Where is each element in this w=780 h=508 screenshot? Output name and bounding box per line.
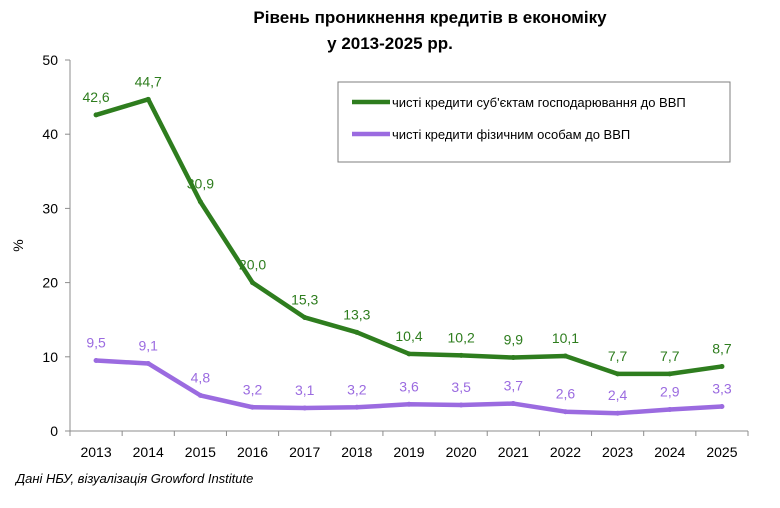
- data-point: [615, 371, 621, 377]
- legend-label: чисті кредити фізичним особам до ВВП: [392, 127, 630, 142]
- data-point: [562, 353, 568, 359]
- data-label: 3,2: [347, 381, 367, 397]
- data-point: [302, 405, 308, 411]
- data-label: 8,7: [712, 340, 732, 356]
- legend-box: [337, 81, 731, 163]
- x-tick-label: 2019: [393, 444, 424, 460]
- data-label: 3,1: [295, 382, 315, 398]
- y-tick-label: 0: [50, 423, 58, 439]
- data-label: 15,3: [291, 291, 318, 307]
- x-tick-label: 2025: [706, 444, 737, 460]
- data-label: 2,6: [556, 386, 576, 402]
- data-label: 9,5: [86, 335, 106, 351]
- data-point: [197, 392, 203, 398]
- data-point: [719, 363, 725, 369]
- data-point: [667, 371, 673, 377]
- data-point: [250, 280, 256, 286]
- data-point: [354, 329, 360, 335]
- data-point: [510, 355, 516, 361]
- x-tick-label: 2014: [133, 444, 164, 460]
- data-point: [145, 96, 151, 102]
- y-tick-label: 30: [42, 200, 58, 216]
- data-label: 10,2: [448, 329, 475, 345]
- data-label: 10,4: [395, 328, 422, 344]
- x-tick-label: 2021: [498, 444, 529, 460]
- data-label: 13,3: [343, 306, 370, 322]
- data-label: 3,5: [451, 379, 471, 395]
- data-point: [93, 358, 99, 364]
- x-tick-label: 2017: [289, 444, 320, 460]
- data-label: 10,1: [552, 330, 579, 346]
- y-axis-label: %: [10, 239, 26, 251]
- y-tick-label: 10: [42, 349, 58, 365]
- x-tick-label: 2013: [80, 444, 111, 460]
- data-point: [302, 314, 308, 320]
- x-tick-label: 2022: [550, 444, 581, 460]
- data-label: 42,6: [82, 89, 109, 105]
- x-tick-label: 2015: [185, 444, 216, 460]
- data-label: 44,7: [135, 73, 162, 89]
- data-label: 3,3: [712, 381, 732, 397]
- data-label: 3,6: [399, 378, 419, 394]
- data-label: 9,9: [504, 332, 524, 348]
- x-tick-label: 2024: [654, 444, 685, 460]
- x-tick-label: 2023: [602, 444, 633, 460]
- data-point: [93, 112, 99, 118]
- data-point: [510, 401, 516, 407]
- data-point: [667, 406, 673, 412]
- data-label: 7,7: [660, 348, 680, 364]
- data-label: 4,8: [191, 369, 211, 385]
- data-label: 3,7: [504, 378, 524, 394]
- data-label: 2,9: [660, 383, 680, 399]
- x-tick-label: 2020: [446, 444, 477, 460]
- data-point: [458, 402, 464, 408]
- chart-title-line1: Рівень проникнення кредитів в економіку: [253, 8, 607, 27]
- data-point: [250, 404, 256, 410]
- data-point: [354, 404, 360, 410]
- data-label: 3,2: [243, 381, 263, 397]
- x-tick-label: 2018: [341, 444, 372, 460]
- y-tick-label: 40: [42, 126, 58, 142]
- source-note: Дані НБУ, візуалізація Growford Institut…: [16, 471, 254, 486]
- data-label: 30,9: [187, 176, 214, 192]
- data-point: [458, 352, 464, 358]
- data-label: 2,4: [608, 387, 628, 403]
- data-point: [406, 351, 412, 357]
- data-point: [562, 409, 568, 415]
- x-tick-label: 2016: [237, 444, 268, 460]
- y-tick-label: 50: [42, 52, 58, 68]
- data-label: 20,0: [239, 257, 266, 273]
- data-point: [145, 360, 151, 366]
- legend-label: чисті кредити суб'єктам господарювання д…: [392, 95, 686, 110]
- data-point: [719, 404, 725, 410]
- y-tick-label: 20: [42, 275, 58, 291]
- data-label: 7,7: [608, 348, 628, 364]
- data-label: 9,1: [138, 337, 158, 353]
- data-point: [406, 401, 412, 407]
- data-point: [197, 199, 203, 205]
- data-point: [615, 410, 621, 416]
- chart-title-line2: у 2013-2025 рр.: [327, 34, 453, 53]
